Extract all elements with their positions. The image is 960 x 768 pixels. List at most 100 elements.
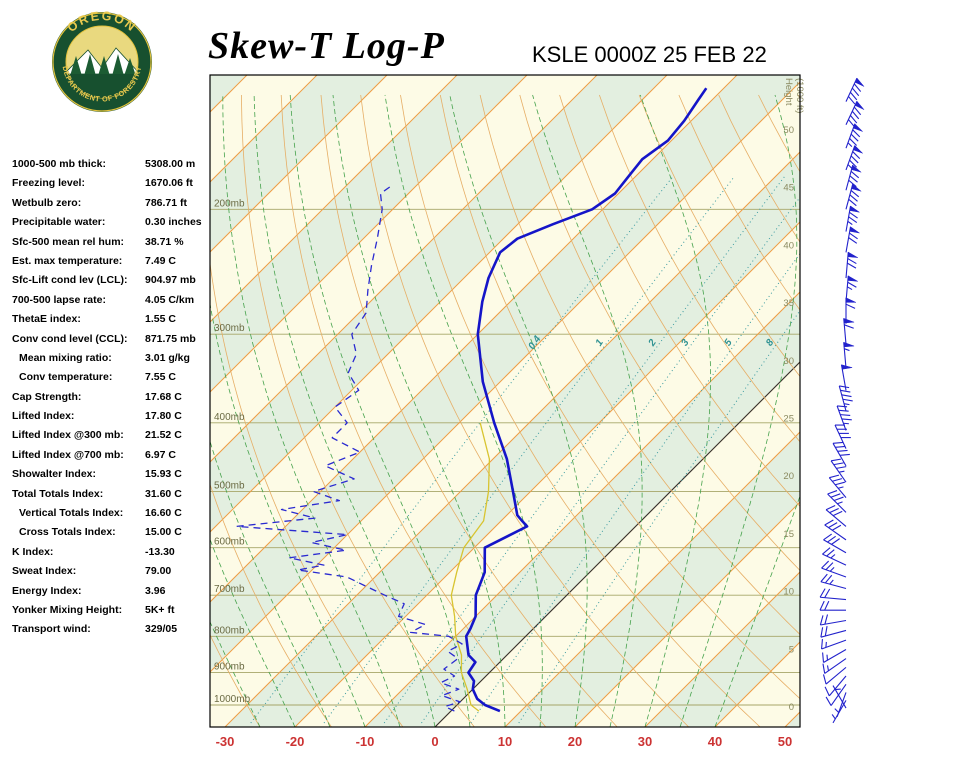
dry-adiabat-line: [439, 94, 800, 700]
stat-value: 329/05: [145, 623, 178, 636]
pressure-label: 400mb: [214, 412, 245, 423]
stat-row: Total Totals Index: 31.60 C: [12, 488, 212, 507]
stat-value: 17.80 C: [145, 410, 182, 423]
pressure-label: 200mb: [214, 198, 245, 209]
stat-row: ThetaE index: 1.55 C: [12, 313, 212, 332]
isotherm-line: [855, 75, 960, 727]
wind-barb: [843, 318, 855, 345]
stat-row: Transport wind: 329/05: [12, 623, 212, 642]
stat-value: 3.01 g/kg: [145, 351, 190, 364]
stat-row: Yonker Mixing Height: 5K+ ft: [12, 604, 212, 623]
wind-barb: [845, 275, 858, 302]
wind-barb: [845, 100, 865, 128]
wind-barb: [845, 251, 858, 279]
wind-barb: [819, 614, 847, 626]
stat-value: 15.93 C: [145, 468, 182, 481]
stat-row: Wetbulb zero: 786.71 ft: [12, 197, 212, 216]
mixing-ratio-line: [323, 176, 735, 724]
dry-adiabat-line: [280, 94, 547, 727]
wetbulb-trace: [450, 422, 491, 712]
dry-adiabat-line: [210, 633, 261, 727]
wind-barb: [822, 658, 847, 674]
stat-label: Lifted Index:: [12, 410, 75, 423]
wind-barb: [822, 666, 847, 685]
stat-label: Energy Index:: [12, 584, 82, 597]
wind-barb: [820, 573, 847, 590]
stat-label: Conv cond level (CCL):: [12, 332, 128, 345]
dry-adiabat-line: [400, 94, 761, 727]
stat-row: Sfc-500 mean rel hum: 38.71 %: [12, 236, 212, 255]
isotherm-band: [210, 75, 800, 672]
wind-barb: [845, 205, 860, 232]
dry-adiabat-line: [599, 94, 800, 443]
station-time-label: KSLE 0000Z 25 FEB 22: [532, 42, 767, 67]
mixing-ratio-line: [250, 176, 673, 724]
pressure-label: 1000mb: [214, 694, 251, 705]
isotherm-line: [210, 75, 668, 533]
wind-barb: [821, 638, 847, 650]
mixing-ratio-label: 5: [722, 337, 734, 348]
isotherm-line: [210, 75, 388, 253]
moist-adiabat-line: [532, 94, 643, 727]
wind-barb: [832, 441, 850, 467]
height-axis-label: 30: [783, 356, 794, 367]
height-axis-title: Height: [783, 78, 794, 106]
dry-adiabat-line: [479, 94, 800, 636]
stat-label: ThetaE index:: [12, 313, 81, 326]
stat-label: 700-500 lapse rate:: [12, 293, 106, 306]
moist-adiabat-line: [210, 301, 366, 727]
moist-adiabat-line: [639, 94, 711, 727]
stat-label: Freezing level:: [12, 177, 85, 190]
stat-label: Lifted Index @700 mb:: [12, 448, 124, 461]
temp-axis-label: -30: [216, 734, 235, 749]
stat-row: Lifted Index @700 mb: 6.97 C: [12, 449, 212, 468]
wind-barb: [819, 600, 846, 611]
logo-tree-icon: [70, 54, 136, 76]
stat-value: 7.55 C: [145, 371, 176, 384]
wind-barb: [843, 341, 855, 369]
moist-adiabat-line: [332, 94, 506, 727]
isotherm-band: [0, 75, 177, 727]
stat-value: 31.60 C: [145, 487, 182, 500]
isotherm-line: [210, 75, 598, 463]
stat-label: Sfc-Lift cond lev (LCL):: [12, 274, 128, 287]
stat-row: Freezing level: 1670.06 ft: [12, 177, 212, 196]
dry-adiabat-line: [559, 94, 800, 507]
stat-row: K Index: -13.30: [12, 546, 212, 565]
stat-row: Precipitable water: 0.30 inches: [12, 216, 212, 235]
pressure-label: 900mb: [214, 662, 245, 673]
wind-barb: [823, 533, 847, 554]
wind-barb: [822, 547, 847, 566]
isotherm-line: [224, 151, 800, 727]
stat-label: Sweat Index:: [12, 565, 77, 578]
stats-panel: 1000-500 mb thick: 5308.00 m Freezing leve…: [12, 158, 212, 643]
stat-label: Showalter Index:: [12, 468, 97, 481]
mixing-ratio-label: 2: [646, 337, 659, 349]
wind-barb: [825, 504, 847, 527]
moist-adiabat-line: [253, 94, 436, 727]
height-axis-label: 20: [783, 471, 794, 482]
wind-barb-column: [819, 77, 865, 724]
stat-row: Lifted Index: 17.80 C: [12, 410, 212, 429]
dry-adiabat-line: [797, 94, 800, 99]
mixing-ratio-line: [383, 176, 785, 724]
height-axis-label: 5: [789, 644, 794, 655]
mixing-ratio-label: 8: [764, 337, 776, 348]
height-axis-label: 15: [783, 529, 794, 540]
isotherm-line: [504, 431, 800, 727]
wind-barb: [824, 519, 847, 541]
temp-axis-label: 0: [431, 734, 438, 749]
temp-axis-label: 20: [568, 734, 582, 749]
pressure-label: 800mb: [214, 625, 245, 636]
wind-barb: [845, 297, 857, 324]
stat-value: -13.30: [145, 545, 175, 558]
stat-label: Cross Totals Index:: [19, 526, 116, 539]
zero-isotherm-line: [434, 361, 800, 727]
isotherm-bands: [0, 75, 800, 727]
dry-adiabat-line: [210, 483, 332, 727]
moist-adiabat-line: [210, 538, 296, 727]
stat-value: 6.97 C: [145, 448, 176, 461]
stat-value: 4.05 C/km: [145, 293, 195, 306]
stat-value: 5K+ ft: [145, 603, 175, 616]
wind-barb: [830, 458, 847, 483]
